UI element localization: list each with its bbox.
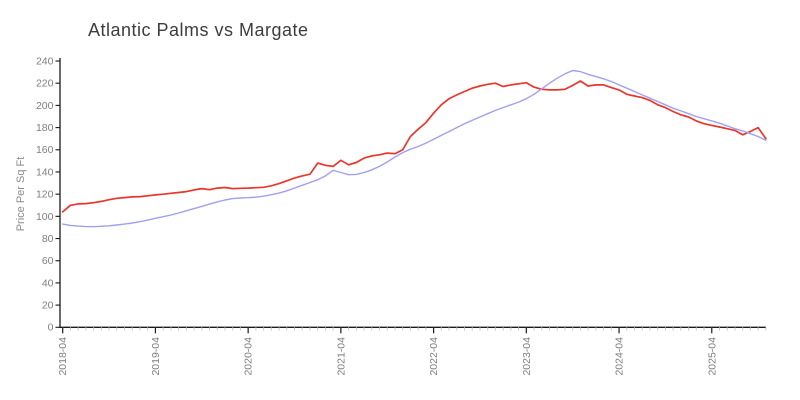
y-tick-label: 0 — [48, 322, 54, 334]
chart-title: Atlantic Palms vs Margate — [88, 20, 309, 40]
x-tick-label: 2023-04 — [521, 337, 533, 376]
x-tick-label: 2025-04 — [706, 337, 718, 376]
y-tick-label: 200 — [36, 100, 54, 112]
x-tick-label: 2022-04 — [428, 337, 440, 376]
y-tick-label: 180 — [36, 122, 54, 134]
y-tick-label: 40 — [42, 277, 54, 289]
y-tick-label: 140 — [36, 166, 54, 178]
series-lines — [61, 69, 767, 228]
y-tick-label: 100 — [36, 211, 54, 223]
y-tick-label: 220 — [36, 78, 54, 90]
y-tick-label: 20 — [42, 300, 54, 312]
y-tick-label: 120 — [36, 189, 54, 201]
x-tick-label: 2018-04 — [57, 337, 69, 376]
y-tick-label: 60 — [42, 255, 54, 267]
y-tick-label: 240 — [36, 55, 54, 67]
x-tick-label: 2020-04 — [243, 337, 255, 376]
x-tick-label: 2021-04 — [335, 337, 347, 376]
x-tick-label: 2024-04 — [614, 337, 626, 376]
y-axis-label: Price Per Sq Ft — [15, 157, 27, 232]
series-line-atlantic-palms — [61, 80, 767, 213]
series-line-margate — [62, 69, 767, 228]
x-tick-label: 2019-04 — [150, 337, 162, 376]
y-tick-label: 80 — [42, 233, 54, 245]
y-tick-label: 160 — [36, 144, 54, 156]
axes: 0 20 40 60 80 100 120 140 160 180 200 220 240 2018-04… — [36, 55, 767, 376]
